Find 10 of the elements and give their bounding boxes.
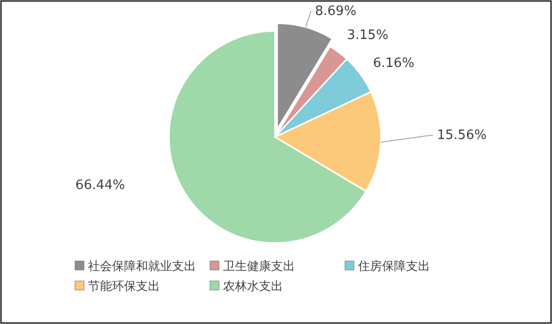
legend-label: 节能环保支出 xyxy=(88,279,160,293)
data-label: 3.15% xyxy=(347,28,388,43)
data-label: 6.16% xyxy=(373,56,414,71)
legend-label: 卫生健康支出 xyxy=(223,259,295,273)
legend-label: 农林水支出 xyxy=(223,279,283,293)
data-label: 15.56% xyxy=(437,128,487,143)
legend-label: 住房保障支出 xyxy=(357,259,430,273)
data-label: 66.44% xyxy=(75,178,125,193)
data-label: 8.69% xyxy=(315,4,356,19)
legend-label: 社会保障和就业支出 xyxy=(88,259,196,273)
